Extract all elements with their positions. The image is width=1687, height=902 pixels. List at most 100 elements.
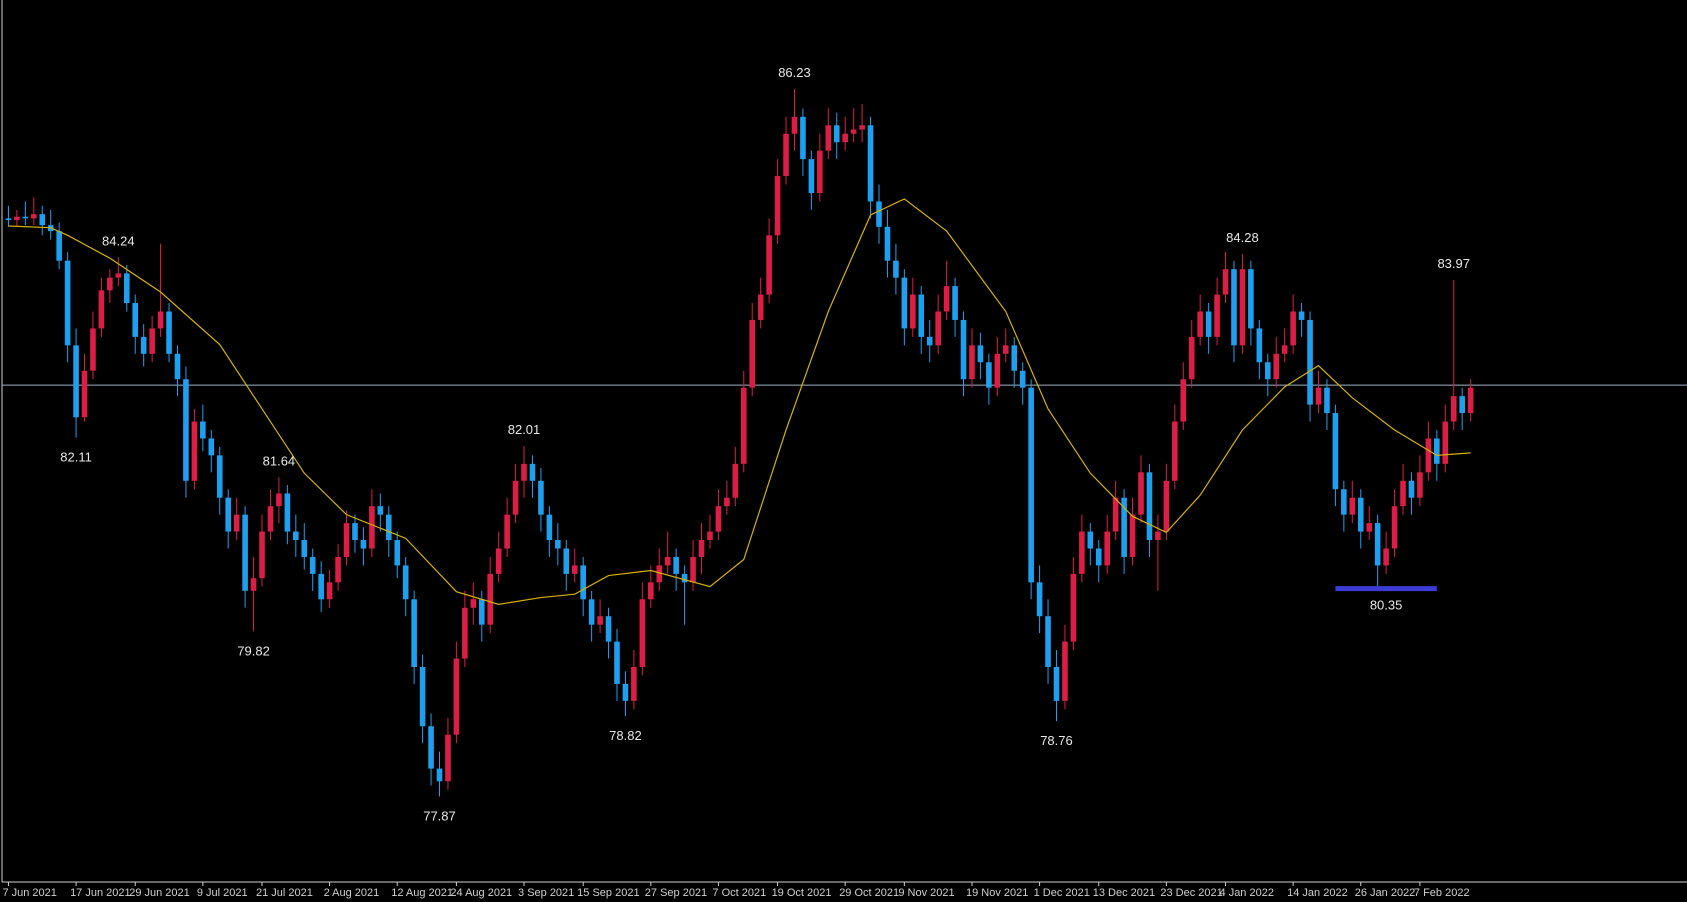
x-tick-label: 29 Oct 2021 bbox=[839, 887, 899, 899]
candle-body bbox=[22, 216, 29, 219]
candle-body bbox=[1163, 480, 1170, 532]
x-tick-label: 2 Aug 2021 bbox=[324, 887, 380, 899]
candle-body bbox=[1366, 523, 1372, 532]
candle-body bbox=[123, 273, 130, 304]
candle-body bbox=[1079, 531, 1085, 574]
candle-body bbox=[98, 290, 105, 329]
candle-body bbox=[690, 556, 696, 583]
candle-body bbox=[1197, 311, 1203, 337]
candle-body bbox=[1155, 531, 1161, 541]
candle-body bbox=[1450, 396, 1457, 422]
candle-body bbox=[1459, 396, 1465, 414]
candle-body bbox=[495, 548, 502, 574]
candle-body bbox=[1112, 497, 1119, 532]
candle-body bbox=[1400, 480, 1406, 507]
candle-body bbox=[842, 133, 848, 143]
candle-body bbox=[183, 379, 189, 481]
candle-body bbox=[538, 480, 544, 515]
candle-body bbox=[977, 345, 984, 363]
extreme-label: 79.82 bbox=[237, 643, 270, 658]
candle-body bbox=[681, 573, 688, 583]
x-tick-label: 23 Dec 2021 bbox=[1160, 887, 1222, 899]
extreme-label: 82.01 bbox=[508, 422, 541, 437]
candle-body bbox=[1434, 438, 1440, 464]
candle-body bbox=[1417, 472, 1423, 498]
candle-body bbox=[1087, 531, 1094, 549]
candle-body bbox=[216, 455, 223, 498]
candle-body bbox=[648, 582, 654, 600]
candle-body bbox=[1180, 379, 1187, 422]
x-tick-label: 9 Nov 2021 bbox=[898, 887, 954, 899]
candle-body bbox=[326, 582, 333, 600]
candle-body bbox=[1036, 582, 1043, 617]
candle-body bbox=[1315, 387, 1322, 405]
x-tick-label: 21 Jul 2021 bbox=[256, 887, 313, 899]
candle-body bbox=[107, 277, 113, 291]
candle-body bbox=[318, 573, 324, 600]
candle-body bbox=[233, 514, 240, 532]
candle-body bbox=[791, 116, 798, 134]
candle-body bbox=[250, 578, 257, 591]
extreme-label: 84.28 bbox=[1226, 230, 1259, 245]
candle-body bbox=[1146, 472, 1153, 541]
candle-body bbox=[301, 540, 308, 557]
candle-body bbox=[174, 353, 181, 380]
candle-body bbox=[73, 345, 79, 418]
x-tick-label: 26 Jan 2022 bbox=[1355, 887, 1416, 899]
candle-body bbox=[555, 540, 561, 549]
candle-body bbox=[1324, 387, 1330, 414]
candle-body bbox=[1121, 497, 1127, 557]
candle-body bbox=[614, 641, 620, 684]
candle-body bbox=[284, 493, 291, 532]
candle-body bbox=[1070, 573, 1077, 642]
candle-body bbox=[39, 214, 46, 226]
candle-body bbox=[90, 328, 96, 371]
candle-body bbox=[504, 514, 510, 549]
candle-body bbox=[225, 497, 231, 532]
candle-body bbox=[825, 125, 832, 151]
candle-body bbox=[200, 421, 206, 439]
extreme-label: 83.97 bbox=[1437, 256, 1470, 271]
candle-body bbox=[673, 556, 679, 574]
candle-body bbox=[1104, 531, 1110, 566]
x-tick-label: 29 Jun 2021 bbox=[129, 887, 190, 899]
candle-body bbox=[1138, 472, 1144, 515]
candle-body bbox=[352, 523, 358, 541]
candle-body bbox=[208, 438, 215, 456]
candle-body bbox=[800, 116, 806, 160]
candle-body bbox=[597, 616, 603, 625]
candle-body bbox=[943, 286, 950, 312]
candle-body bbox=[276, 493, 282, 507]
candle-body bbox=[293, 531, 299, 541]
candle-body bbox=[140, 336, 147, 354]
candle-body bbox=[698, 540, 705, 557]
candle-body bbox=[1095, 548, 1102, 566]
x-tick-label: 19 Oct 2021 bbox=[772, 887, 832, 899]
extreme-label: 78.76 bbox=[1040, 733, 1073, 748]
candle-body bbox=[876, 201, 882, 227]
candle-body bbox=[808, 159, 815, 193]
x-tick-label: 24 Aug 2021 bbox=[450, 887, 512, 899]
x-tick-label: 7 Feb 2022 bbox=[1414, 887, 1470, 899]
candle-body bbox=[419, 667, 426, 727]
candle-body bbox=[1188, 336, 1195, 380]
candle-body bbox=[766, 235, 772, 295]
candle-body bbox=[893, 260, 899, 278]
candle-body bbox=[986, 362, 992, 388]
support-label: 80.35 bbox=[1370, 598, 1403, 613]
x-tick-label: 9 Jul 2021 bbox=[197, 887, 248, 899]
candle-body bbox=[656, 565, 663, 583]
candle-body bbox=[850, 129, 857, 134]
candle-body bbox=[783, 133, 789, 177]
candle-body bbox=[563, 548, 570, 574]
moving-average bbox=[8, 198, 1471, 605]
candle-body bbox=[377, 506, 384, 515]
candle-body bbox=[1341, 489, 1347, 515]
candle-body bbox=[411, 599, 417, 668]
extreme-label: 77.87 bbox=[423, 809, 456, 824]
candle-body bbox=[512, 480, 519, 515]
candle-body bbox=[1442, 421, 1449, 464]
